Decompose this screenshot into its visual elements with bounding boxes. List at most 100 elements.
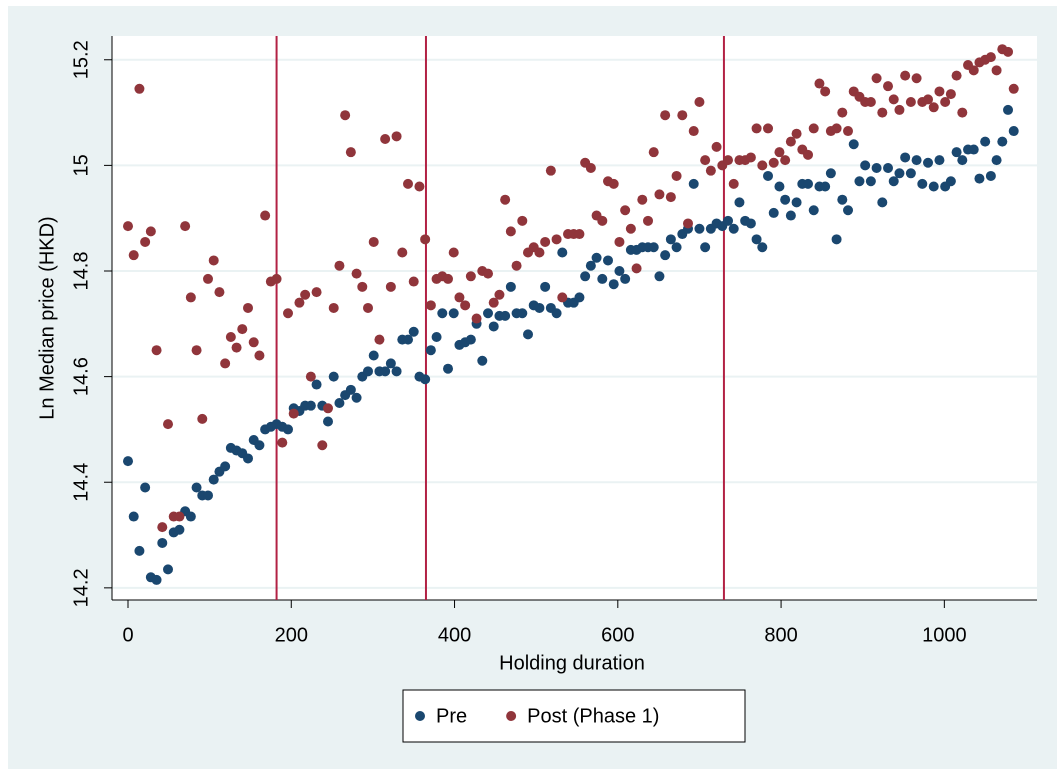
point [443, 363, 454, 374]
point [517, 215, 528, 226]
point [660, 250, 671, 261]
point [574, 292, 585, 303]
point [723, 155, 734, 166]
point [1008, 83, 1019, 94]
point [803, 178, 814, 189]
point [785, 136, 796, 147]
point [128, 250, 139, 261]
point [894, 104, 905, 115]
point [420, 374, 431, 385]
point [157, 537, 168, 548]
legend-marker [415, 711, 425, 721]
x-tick-label: 400 [438, 624, 471, 646]
point [197, 413, 208, 424]
point [540, 281, 551, 292]
point [871, 73, 882, 84]
point [888, 94, 899, 105]
point [917, 178, 928, 189]
point [865, 97, 876, 108]
point [243, 302, 254, 313]
point [403, 334, 414, 345]
point [923, 157, 934, 168]
point [934, 155, 945, 166]
point [865, 176, 876, 187]
point [465, 334, 476, 345]
point [283, 424, 294, 435]
point [425, 300, 436, 311]
point [620, 205, 631, 216]
point [363, 302, 374, 313]
point [488, 321, 499, 332]
point [540, 236, 551, 247]
point [277, 437, 288, 448]
point [271, 273, 282, 284]
point [328, 302, 339, 313]
point [671, 170, 682, 181]
point [677, 110, 688, 121]
point [385, 281, 396, 292]
point [894, 168, 905, 179]
point [997, 136, 1008, 147]
point [700, 242, 711, 253]
point [191, 345, 202, 356]
point [374, 334, 385, 345]
point [368, 350, 379, 361]
point [980, 136, 991, 147]
point [208, 255, 219, 266]
point [214, 287, 225, 298]
point [454, 292, 465, 303]
point [363, 366, 374, 377]
y-tick-label: 14.8 [70, 252, 92, 291]
point [745, 218, 756, 229]
point [380, 366, 391, 377]
point [163, 564, 174, 575]
legend-label: Post (Phase 1) [527, 705, 659, 727]
point [151, 574, 162, 585]
point [905, 97, 916, 108]
point [968, 144, 979, 155]
point [688, 126, 699, 137]
point [951, 147, 962, 158]
point [334, 260, 345, 271]
point [831, 234, 842, 245]
point [820, 181, 831, 192]
point [311, 287, 322, 298]
point [614, 236, 625, 247]
point [803, 149, 814, 160]
point [603, 255, 614, 266]
point [408, 276, 419, 287]
point [557, 247, 568, 258]
point [791, 128, 802, 139]
point [591, 252, 602, 263]
point [665, 234, 676, 245]
point [128, 511, 139, 522]
point [420, 234, 431, 245]
point [134, 545, 145, 556]
point [488, 297, 499, 308]
point [483, 268, 494, 279]
point [614, 266, 625, 276]
point [860, 160, 871, 171]
point [991, 65, 1002, 76]
point [734, 197, 745, 208]
point [877, 197, 888, 208]
point [945, 89, 956, 100]
point [391, 366, 402, 377]
point [500, 310, 511, 321]
point [345, 384, 356, 395]
point [534, 302, 545, 313]
point [831, 123, 842, 134]
point [1008, 126, 1019, 137]
x-tick-label: 0 [122, 624, 133, 646]
point [448, 308, 459, 319]
point [900, 70, 911, 81]
point [185, 292, 196, 303]
y-tick-label: 14.4 [70, 463, 92, 502]
point [237, 324, 248, 335]
point [443, 273, 454, 284]
y-axis-title: Ln Median price (HKD) [36, 216, 58, 419]
point [505, 226, 516, 237]
point [985, 52, 996, 63]
point [203, 273, 214, 284]
point [380, 133, 391, 144]
